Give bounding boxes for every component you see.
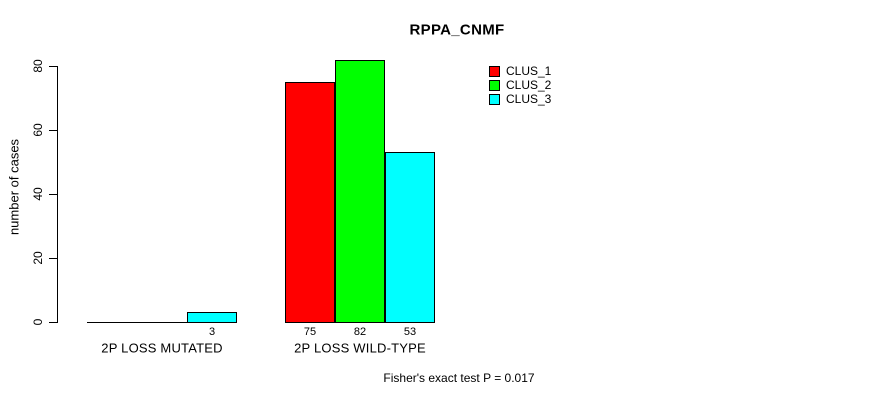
bar-value-label: 3 (208, 326, 216, 338)
legend-swatch-icon (489, 93, 500, 105)
legend-swatch-icon (489, 79, 500, 91)
y-axis-tick-label: 80 (31, 59, 45, 73)
legend-label: CLUS_1 (506, 64, 552, 78)
y-axis-tick (49, 258, 57, 259)
legend-item-clus-2: CLUS_2 (489, 78, 551, 92)
y-axis-tick (49, 194, 57, 195)
y-axis-tick-label: 60 (31, 123, 45, 137)
legend-swatch-icon (489, 65, 500, 77)
y-axis-tick (49, 130, 57, 131)
y-axis-tick (49, 66, 57, 67)
category-label: 2P LOSS WILD-TYPE (294, 340, 426, 356)
y-axis-label: number of cases (6, 138, 22, 236)
y-axis-tick-label: 40 (31, 187, 45, 201)
category-label: 2P LOSS MUTATED (101, 340, 223, 356)
bar-value-label: 75 (303, 326, 317, 338)
legend: CLUS_1 CLUS_2 CLUS_3 (489, 64, 551, 106)
y-axis-tick (49, 322, 57, 323)
bar-clus-1-group2 (285, 82, 335, 323)
bar-clus-2-group2 (335, 60, 385, 323)
y-axis-tick-label: 20 (31, 251, 45, 265)
bar-value-label: 82 (353, 326, 367, 338)
legend-item-clus-3: CLUS_3 (489, 92, 551, 106)
legend-label: CLUS_2 (506, 78, 552, 92)
legend-item-clus-1: CLUS_1 (489, 64, 551, 78)
bar-clus-3-group2 (385, 152, 435, 323)
bar-clus-3-group1 (187, 312, 237, 323)
bar-value-label: 53 (403, 326, 417, 338)
zero-bar-baseline (87, 322, 187, 323)
y-axis-tick-label: 0 (31, 318, 45, 326)
chart-title: RPPA_CNMF (409, 21, 505, 39)
legend-label: CLUS_3 (506, 92, 552, 106)
annotation-text: Fisher's exact test P = 0.017 (383, 371, 535, 385)
y-axis-line (57, 66, 58, 323)
